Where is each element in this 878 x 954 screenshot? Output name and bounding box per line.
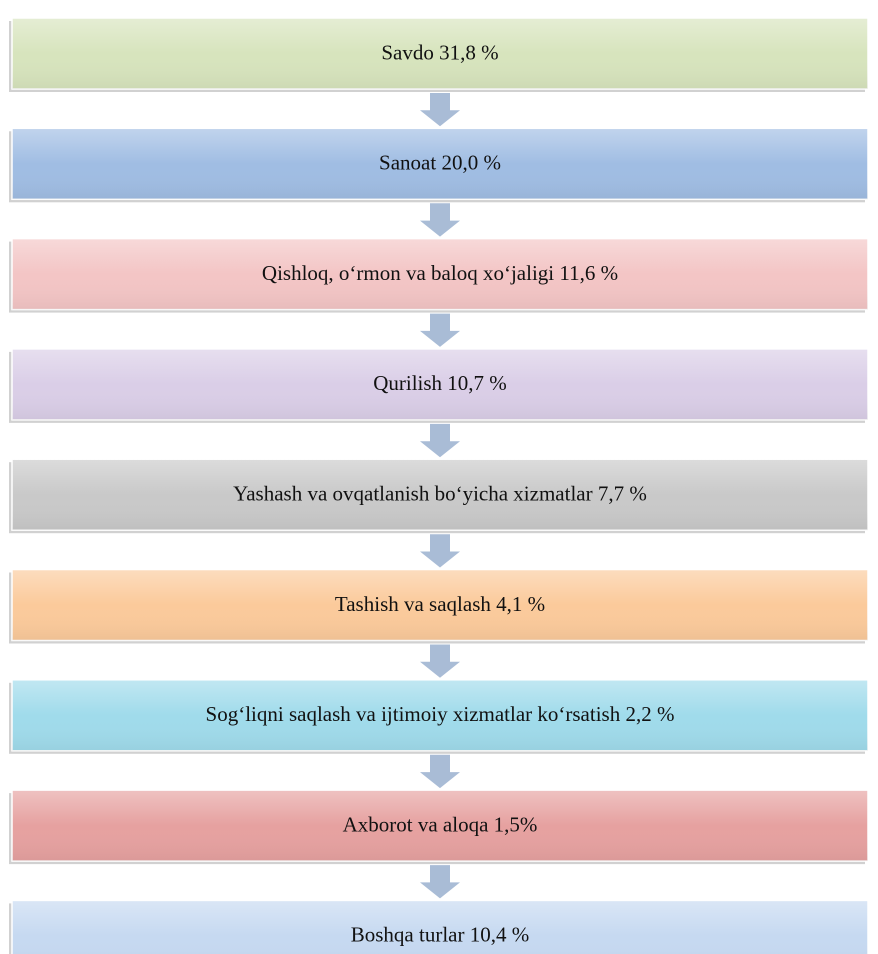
arrow bbox=[420, 203, 460, 237]
box-label: Sog‘liqni saqlash va ijtimoiy xizmatlar … bbox=[206, 702, 675, 726]
box-shine bbox=[12, 18, 868, 89]
box-label: Sanoat 20,0 % bbox=[379, 151, 501, 175]
box-shine bbox=[12, 790, 868, 862]
arrow bbox=[420, 644, 460, 678]
arrow bbox=[420, 754, 460, 789]
arrow bbox=[420, 93, 460, 127]
box-label: Yashash va ovqatlanish bo‘yicha xizmatla… bbox=[233, 482, 647, 506]
box-label: Axborot va aloqa 1,5% bbox=[343, 812, 538, 836]
box-shine bbox=[12, 679, 868, 751]
box-shine bbox=[12, 238, 868, 310]
arrow bbox=[420, 865, 460, 899]
box-shine bbox=[12, 348, 868, 420]
box-label: Tashish va saqlash 4,1 % bbox=[335, 592, 545, 616]
box-label: Qishloq, o‘rmon va baloq xo‘jaligi 11,6 … bbox=[262, 261, 618, 285]
box-shine bbox=[12, 569, 868, 641]
box-label: Qurilish 10,7 % bbox=[373, 371, 507, 395]
box-label: Boshqa turlar 10,4 % bbox=[351, 923, 529, 947]
box-label: Savdo 31,8 % bbox=[381, 40, 498, 64]
arrow bbox=[420, 534, 460, 568]
box-shine bbox=[12, 900, 868, 954]
box-shine bbox=[12, 459, 868, 531]
box-shine bbox=[12, 128, 868, 200]
arrow bbox=[420, 423, 460, 458]
arrow bbox=[420, 313, 460, 347]
